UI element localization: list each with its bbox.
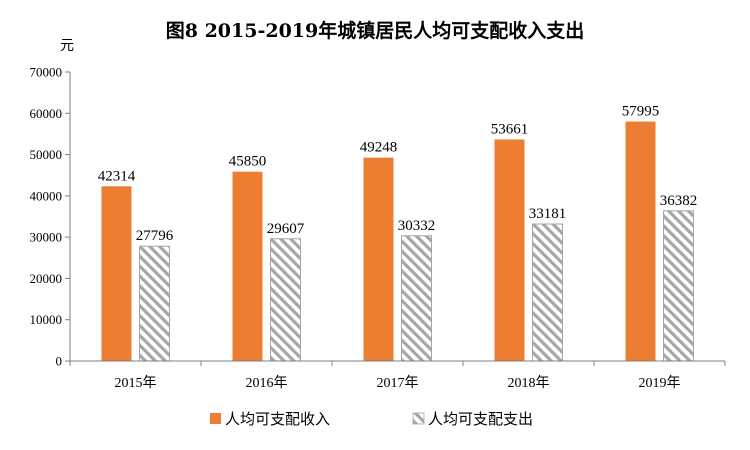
bar-income (363, 157, 394, 361)
x-tick-label: 2016年 (246, 375, 288, 391)
data-label-income: 42314 (98, 168, 136, 184)
data-label-income: 57995 (622, 104, 660, 120)
data-label-expenditure: 36382 (660, 193, 698, 209)
x-tick-label: 2015年 (115, 375, 157, 391)
y-tick-label: 40000 (30, 188, 63, 203)
y-tick-label: 50000 (30, 147, 63, 162)
y-tick-label: 30000 (30, 230, 63, 245)
bar-income (625, 121, 656, 361)
y-tick-label: 70000 (30, 65, 63, 80)
x-axis: 2015年 2016年 2017年 2018年 2019年 (69, 360, 726, 391)
data-label-income: 49248 (360, 140, 398, 156)
y-tick-label: 0 (56, 354, 63, 369)
bar-income (232, 171, 263, 361)
data-label-expenditure: 33181 (529, 206, 567, 222)
y-axis: 0 10000 20000 30000 40000 50000 60000 70000 (30, 65, 71, 369)
x-tick-label: 2017年 (377, 375, 419, 391)
legend-label-expenditure: 人均可支配支出 (428, 410, 533, 428)
bars (101, 121, 694, 362)
data-label-income: 45850 (229, 154, 267, 170)
y-tick-label: 20000 (30, 271, 63, 286)
chart-title: 图8 2015-2019年城镇居民人均可支配收入支出 (166, 19, 584, 42)
data-label-expenditure: 27796 (136, 228, 174, 244)
x-tick-label: 2019年 (639, 375, 681, 391)
legend-label-income: 人均可支配收入 (225, 410, 330, 428)
legend-swatch-expenditure (412, 412, 425, 425)
y-axis-unit: 元 (60, 38, 74, 54)
legend-swatch-income (210, 413, 221, 424)
bar-expenditure (532, 223, 563, 362)
y-tick-label: 10000 (30, 312, 63, 327)
data-labels: 42314 27796 45850 29607 49248 30332 53661 33181… (98, 104, 698, 245)
bar-expenditure (401, 235, 432, 362)
bar-income (494, 139, 525, 361)
data-label-expenditure: 29607 (267, 221, 305, 237)
data-label-expenditure: 30332 (398, 218, 436, 234)
bar-expenditure (663, 210, 694, 362)
bar-expenditure (139, 245, 170, 362)
bar-income (101, 186, 132, 361)
y-tick-label: 60000 (30, 106, 63, 121)
data-label-income: 53661 (491, 121, 529, 137)
bar-expenditure (270, 238, 301, 362)
x-tick-label: 2018年 (508, 375, 550, 391)
legend: 人均可支配收入 人均可支配支出 (210, 410, 533, 428)
